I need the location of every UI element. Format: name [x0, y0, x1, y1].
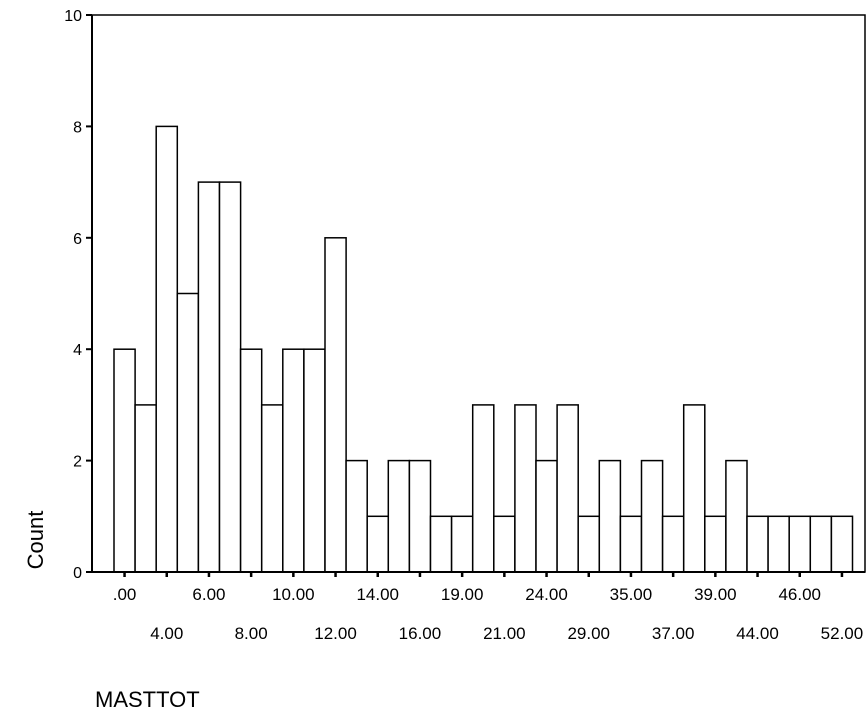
bar — [640, 459, 664, 573]
bar — [113, 348, 136, 573]
y-axis-title: Count — [23, 511, 48, 570]
x-tick-label: 44.00 — [736, 624, 779, 643]
bar — [155, 125, 179, 573]
bar — [767, 515, 790, 573]
x-axis-title: MASTTOT — [95, 687, 200, 712]
bar — [239, 348, 263, 573]
bar — [429, 515, 453, 573]
bar — [556, 404, 579, 573]
bar — [450, 515, 474, 573]
x-tick-label: .00 — [113, 585, 137, 604]
bar — [704, 515, 727, 573]
bars-layer — [113, 125, 854, 573]
bar — [134, 404, 157, 573]
bar — [366, 515, 390, 573]
bar — [282, 348, 305, 573]
bar — [471, 404, 495, 573]
bar — [218, 181, 242, 573]
x-tick-label: 46.00 — [778, 585, 821, 604]
x-tick-label: 8.00 — [235, 624, 268, 643]
y-tick-label: 10 — [64, 8, 82, 25]
bar — [809, 515, 833, 573]
bar — [682, 404, 706, 573]
y-tick-label: 2 — [73, 454, 82, 471]
bar — [661, 515, 685, 573]
y-tick-label: 8 — [73, 119, 82, 136]
x-tick-label: 14.00 — [356, 585, 399, 604]
x-tick-label: 16.00 — [399, 624, 442, 643]
x-tick-label: 24.00 — [525, 585, 568, 604]
bar — [830, 515, 854, 573]
bar — [387, 459, 411, 573]
x-tick-label: 21.00 — [483, 624, 526, 643]
bar — [303, 348, 326, 573]
x-tick-label: 4.00 — [150, 624, 183, 643]
bar — [324, 237, 347, 573]
x-tick-label: 29.00 — [567, 624, 610, 643]
bar — [197, 181, 221, 573]
y-tick-label: 0 — [73, 565, 82, 582]
bar — [619, 515, 643, 573]
y-tick-label: 6 — [73, 231, 82, 248]
bar — [577, 515, 601, 573]
x-ticks: .00 4.00 6.00 8.00 10.00 12.00 14.00 16.00 19.00… — [113, 572, 863, 643]
x-tick-label: 12.00 — [314, 624, 357, 643]
bar — [408, 459, 432, 573]
bar — [746, 515, 769, 573]
x-tick-label: 52.00 — [821, 624, 864, 643]
bar — [176, 292, 200, 573]
bar — [598, 459, 622, 573]
bar — [514, 404, 537, 573]
bar — [493, 515, 516, 573]
bar — [788, 515, 812, 573]
bar — [260, 404, 284, 573]
x-tick-label: 19.00 — [441, 585, 484, 604]
x-tick-label: 6.00 — [192, 585, 225, 604]
x-tick-label: 37.00 — [652, 624, 695, 643]
x-tick-label: 10.00 — [272, 585, 315, 604]
bar — [535, 459, 558, 573]
y-ticks: 0 2 4 6 8 10 — [64, 8, 92, 582]
bar — [725, 459, 748, 573]
x-tick-label: 35.00 — [610, 585, 653, 604]
y-tick-label: 4 — [73, 342, 82, 359]
bar — [345, 459, 368, 573]
x-tick-label: 39.00 — [694, 585, 737, 604]
